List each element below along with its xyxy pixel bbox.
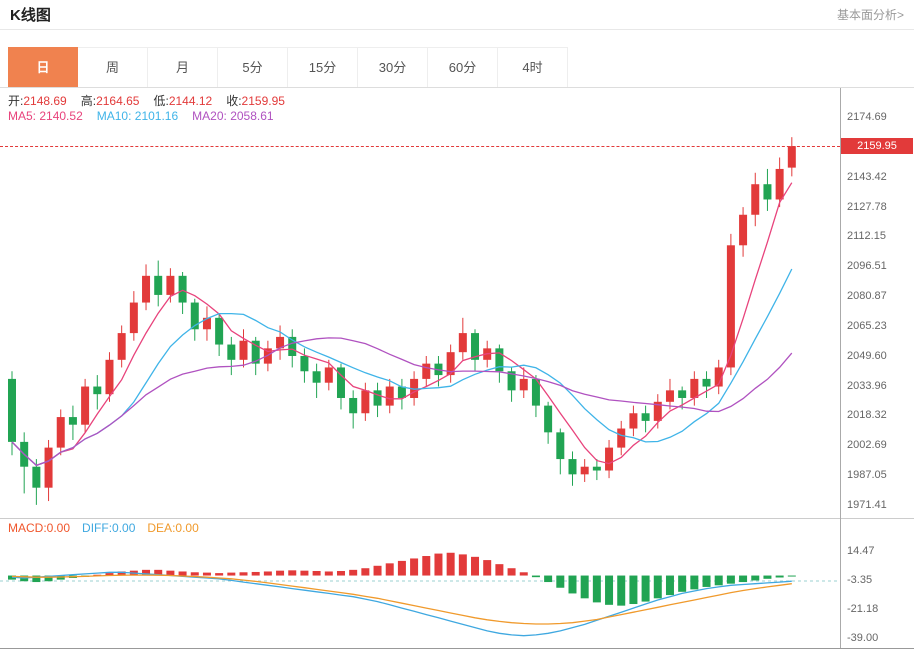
tab-day[interactable]: 日	[8, 47, 78, 87]
axis-label: 1971.41	[847, 499, 887, 511]
axis-label: 2049.60	[847, 349, 887, 362]
chart-area: 开:2148.69 高:2164.65 低:2144.12 收:2159.95 …	[0, 88, 914, 649]
dea-value: DEA:0.00	[147, 521, 199, 535]
axis-label: 2065.23	[847, 319, 887, 332]
axis-label: 14.47	[847, 545, 875, 557]
tab-4hour[interactable]: 4时	[498, 47, 568, 87]
current-price-line	[0, 146, 840, 148]
tab-week[interactable]: 周	[78, 47, 148, 87]
ma-readout: MA5: 2140.52 MA10: 2101.16 MA20: 2058.61	[8, 109, 274, 123]
price-axis: 2174.69 2143.42 2127.78 2112.15 2096.51 2080.…	[840, 88, 914, 648]
macd-value: MACD:0.00	[8, 521, 71, 535]
ma20-readout: MA20: 2058.61	[192, 109, 274, 123]
axis-label: -21.18	[847, 603, 879, 615]
tab-15min[interactable]: 15分	[288, 47, 358, 87]
open-label: 开:	[8, 94, 24, 108]
high-label: 高:	[80, 94, 97, 108]
tab-month[interactable]: 月	[148, 47, 218, 87]
axis-label: 2080.87	[847, 290, 887, 303]
close-label: 收:	[226, 94, 242, 108]
current-price-badge: 2159.95	[841, 138, 913, 155]
macd-readout: MACD:0.00 DIFF:0.00 DEA:0.00	[8, 521, 199, 535]
diff-value: DIFF:0.00	[82, 521, 136, 535]
fundamental-analysis-link[interactable]: 基本面分析>	[836, 8, 904, 22]
open-value: 2148.69	[23, 94, 67, 108]
panel-separator	[0, 518, 914, 519]
macd-chart[interactable]	[0, 526, 840, 648]
axis-label: 1987.05	[847, 469, 887, 482]
axis-label: 2112.15	[847, 230, 886, 243]
page-title: K线图	[10, 7, 51, 24]
axis-label: 2143.42	[847, 170, 887, 183]
close-value: 2159.95	[241, 94, 285, 108]
axis-label: 2033.96	[847, 379, 887, 392]
axis-label: 2002.69	[847, 439, 887, 452]
high-value: 2164.65	[96, 94, 140, 108]
main-candlestick-chart[interactable]	[0, 88, 840, 518]
interval-tab-bar: 日 周 月 5分 15分 30分 60分 4时	[0, 47, 914, 88]
axis-label: -3.35	[847, 573, 873, 586]
tab-30min[interactable]: 30分	[358, 47, 428, 87]
tab-5min[interactable]: 5分	[218, 47, 288, 87]
axis-label: 2174.69	[847, 111, 887, 123]
axis-label: -39.00	[847, 632, 879, 644]
ma5-readout: MA5: 2140.52	[8, 109, 83, 123]
low-label: 低:	[153, 94, 169, 108]
ohlc-readout: 开:2148.69 高:2164.65 低:2144.12 收:2159.95	[8, 92, 285, 109]
low-value: 2144.12	[168, 94, 213, 108]
ma10-readout: MA10: 2101.16	[96, 109, 179, 123]
axis-label: 2018.32	[847, 409, 887, 422]
axis-label: 2096.51	[847, 260, 887, 273]
axis-label: 2127.78	[847, 200, 887, 213]
tab-60min[interactable]: 60分	[428, 47, 498, 87]
page-header: K线图 基本面分析>	[0, 0, 914, 30]
